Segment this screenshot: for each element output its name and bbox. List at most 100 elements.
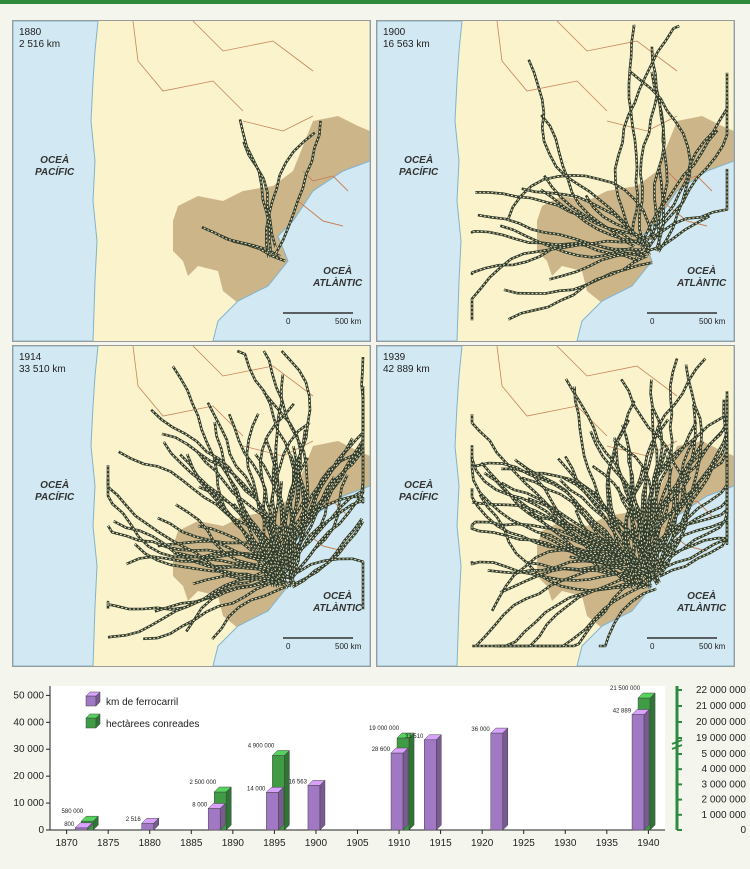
map-year: 1939 xyxy=(383,352,406,363)
map-drawing xyxy=(13,21,370,341)
x-axis-tick: 1870 xyxy=(55,838,78,849)
legend-label: km de ferrocarril xyxy=(106,697,178,708)
right-axis-tick: 22 000 000 xyxy=(696,685,746,696)
ocean-word: OCEÀ xyxy=(323,266,353,277)
ocean-word: OCEÀ xyxy=(404,155,434,166)
ocean-word: PACÍFIC xyxy=(35,167,75,178)
pacific-ocean-label: OCEÀ PACÍFIC xyxy=(399,480,438,504)
km-data-label: 800 xyxy=(64,822,75,828)
legend-label: hectàrees conreades xyxy=(106,719,199,730)
ocean-word: ATLÀNTIC xyxy=(313,603,363,614)
km-data-label: 28 600 xyxy=(372,747,391,753)
left-axis-tick: 40 000 xyxy=(13,717,44,728)
scale-zero: 0 xyxy=(650,642,655,651)
km-bar xyxy=(423,734,442,831)
km-bar xyxy=(141,817,160,831)
x-axis-tick: 1880 xyxy=(139,838,162,849)
ocean-word: OCEÀ xyxy=(404,480,434,491)
scale-label: 500 km xyxy=(699,317,726,326)
map-panel-1914: 1914 33 510 km OCEÀ PACÍFIC OCEÀ ATLÀNTIC 0 500… xyxy=(12,345,371,667)
railway-network xyxy=(201,119,322,263)
railway-network xyxy=(470,357,729,648)
km-bar xyxy=(307,779,326,831)
km-bar xyxy=(265,786,284,831)
map-panel-1939: 1939 42 889 km OCEÀ PACÍFIC OCEÀ ATLÀNTIC 0 500… xyxy=(376,345,735,667)
ocean-word: OCEÀ xyxy=(687,591,717,602)
scale-zero: 0 xyxy=(286,317,291,326)
x-axis-tick: 1900 xyxy=(305,838,328,849)
hectares-data-label: 4 900 000 xyxy=(248,744,275,750)
right-axis-tick: 21 000 000 xyxy=(696,701,746,712)
x-axis-tick: 1915 xyxy=(429,838,452,849)
map-drawing xyxy=(13,346,370,666)
map-drawing xyxy=(377,346,734,666)
right-axis-tick: 2 000 000 xyxy=(702,795,747,806)
pacific-ocean-label: OCEÀ PACÍFIC xyxy=(35,155,74,179)
hectares-data-label: 2 500 000 xyxy=(190,780,217,786)
x-axis-tick: 1905 xyxy=(346,838,369,849)
map-km: 42 889 km xyxy=(383,364,430,375)
x-axis-tick: 1935 xyxy=(596,838,619,849)
ocean-word: OCEÀ xyxy=(687,266,717,277)
ocean-word: PACÍFIC xyxy=(35,492,75,503)
right-axis-tick: 20 000 000 xyxy=(696,717,746,728)
map-panel-1880: 1880 2 516 km OCEÀ PACÍFIC OCEÀ ATLÀNTIC 0 500 … xyxy=(12,20,371,342)
map-year-label: 1914 33 510 km xyxy=(19,352,66,376)
map-km: 2 516 km xyxy=(19,39,61,50)
map-year-label: 1880 2 516 km xyxy=(19,27,60,51)
map-km: 16 563 km xyxy=(383,39,430,50)
km-data-label: 16 563 xyxy=(289,779,308,785)
map-year: 1914 xyxy=(19,352,42,363)
hectares-data-label: 580 000 xyxy=(62,809,84,815)
scale-label: 500 km xyxy=(699,642,726,651)
map-year-label: 1900 16 563 km xyxy=(383,27,430,51)
x-axis-tick: 1910 xyxy=(388,838,411,849)
chart-legend: km de ferrocarril hectàrees conreades xyxy=(85,691,199,730)
ocean-word: PACÍFIC xyxy=(399,167,439,178)
scale-label: 500 km xyxy=(335,642,362,651)
left-axis-tick: 20 000 xyxy=(13,771,44,782)
right-axis-tick: 19 000 000 xyxy=(696,733,746,744)
map-drawing xyxy=(377,21,734,341)
km-data-label: 42 889 xyxy=(613,709,632,715)
km-bar xyxy=(631,708,650,831)
x-axis-tick: 1940 xyxy=(637,838,660,849)
x-axis-tick: 1930 xyxy=(554,838,577,849)
map-year: 1900 xyxy=(383,27,406,38)
scale-zero: 0 xyxy=(650,317,655,326)
x-axis-tick: 1895 xyxy=(263,838,286,849)
hectares-data-label: 21 500 000 xyxy=(610,686,641,692)
right-axis-tick: 5 000 000 xyxy=(702,749,747,760)
km-data-label: 14 000 xyxy=(247,786,266,792)
ocean-word: PACÍFIC xyxy=(399,492,439,503)
ocean-word: ATLÀNTIC xyxy=(313,278,363,289)
right-axis-tick: 4 000 000 xyxy=(702,764,747,775)
map-year: 1880 xyxy=(19,27,42,38)
pacific-ocean-label: OCEÀ PACÍFIC xyxy=(35,480,74,504)
atlantic-ocean-label: OCEÀ ATLÀNTIC xyxy=(313,591,362,615)
km-data-label: 2 516 xyxy=(126,817,142,823)
ocean-word: OCEÀ xyxy=(40,155,70,166)
right-axis-tick: 3 000 000 xyxy=(702,779,747,790)
x-axis-tick: 1920 xyxy=(471,838,494,849)
right-axis-tick: 1 000 000 xyxy=(702,810,747,821)
km-data-label: 36 000 xyxy=(471,727,490,733)
atlantic-ocean-label: OCEÀ ATLÀNTIC xyxy=(313,266,362,290)
atlantic-ocean-label: OCEÀ ATLÀNTIC xyxy=(677,266,726,290)
map-year-label: 1939 42 889 km xyxy=(383,352,430,376)
x-axis-tick: 1885 xyxy=(180,838,203,849)
atlantic-ocean-label: OCEÀ ATLÀNTIC xyxy=(677,591,726,615)
pacific-ocean-label: OCEÀ PACÍFIC xyxy=(399,155,438,179)
km-data-label: 33 510 xyxy=(405,734,424,740)
railway-network xyxy=(106,349,365,641)
ocean-word: OCEÀ xyxy=(40,480,70,491)
scale-zero: 0 xyxy=(286,642,291,651)
x-axis-tick: 1925 xyxy=(513,838,536,849)
km-bar xyxy=(490,727,509,831)
scale-label: 500 km xyxy=(335,317,362,326)
x-axis-tick: 1890 xyxy=(222,838,245,849)
map-panel-1900: 1900 16 563 km OCEÀ PACÍFIC OCEÀ ATLÀNTIC 0 500… xyxy=(376,20,735,342)
map-km: 33 510 km xyxy=(19,364,66,375)
x-axis-tick: 1875 xyxy=(97,838,120,849)
km-data-label: 8 000 xyxy=(192,802,208,808)
